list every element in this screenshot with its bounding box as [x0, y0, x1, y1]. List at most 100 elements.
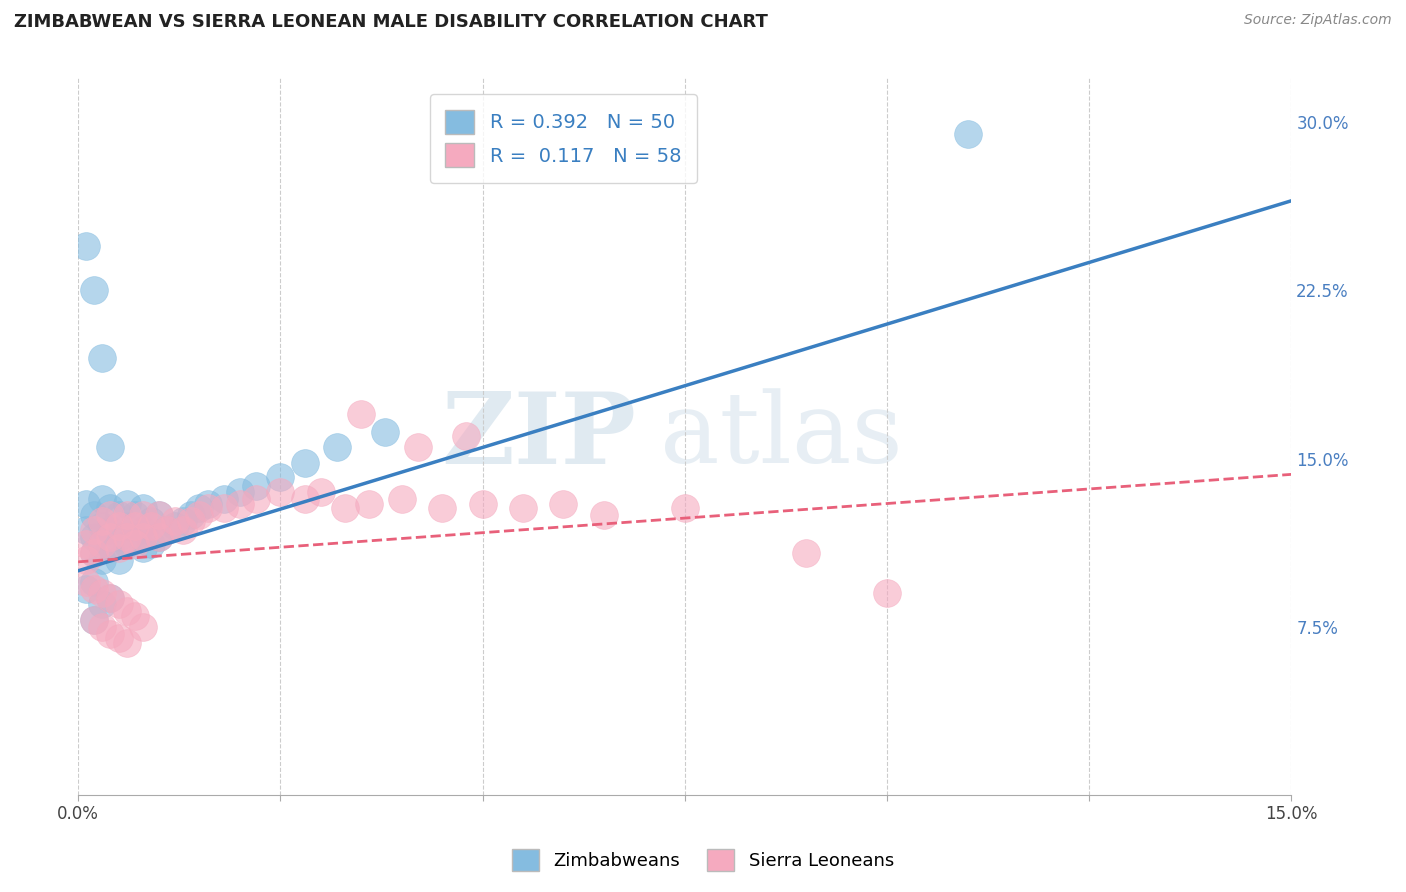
Point	[197, 501, 219, 516]
Point	[430, 501, 453, 516]
Point	[172, 524, 194, 538]
Point	[229, 485, 252, 500]
Point	[75, 574, 97, 589]
Point	[326, 441, 349, 455]
Point	[91, 519, 114, 533]
Text: atlas: atlas	[661, 388, 903, 484]
Point	[75, 537, 97, 551]
Point	[350, 407, 373, 421]
Point	[132, 508, 155, 522]
Point	[83, 284, 105, 298]
Point	[83, 574, 105, 589]
Point	[294, 491, 316, 506]
Point	[333, 501, 356, 516]
Point	[91, 586, 114, 600]
Point	[91, 537, 114, 551]
Point	[359, 496, 381, 510]
Point	[107, 598, 129, 612]
Point	[132, 530, 155, 544]
Point	[115, 604, 138, 618]
Point	[553, 496, 575, 510]
Point	[75, 582, 97, 596]
Point	[876, 586, 898, 600]
Point	[100, 530, 122, 544]
Point	[83, 524, 105, 538]
Point	[75, 238, 97, 252]
Point	[83, 546, 105, 560]
Point	[115, 537, 138, 551]
Point	[229, 496, 252, 510]
Point	[148, 508, 170, 522]
Point	[212, 491, 235, 506]
Point	[406, 441, 429, 455]
Point	[107, 631, 129, 645]
Point	[156, 524, 179, 538]
Point	[673, 501, 696, 516]
Point	[139, 515, 162, 529]
Point	[132, 620, 155, 634]
Point	[148, 530, 170, 544]
Point	[245, 491, 267, 506]
Point	[165, 519, 187, 533]
Point	[100, 626, 122, 640]
Point	[91, 537, 114, 551]
Point	[75, 496, 97, 510]
Point	[124, 608, 146, 623]
Point	[188, 508, 211, 522]
Point	[91, 515, 114, 529]
Point	[180, 515, 202, 529]
Point	[91, 620, 114, 634]
Point	[75, 524, 97, 538]
Point	[83, 546, 105, 560]
Point	[83, 530, 105, 544]
Point	[83, 613, 105, 627]
Point	[100, 508, 122, 522]
Point	[391, 491, 413, 506]
Point	[115, 530, 138, 544]
Legend: Zimbabweans, Sierra Leoneans: Zimbabweans, Sierra Leoneans	[505, 842, 901, 879]
Point	[592, 508, 614, 522]
Point	[956, 127, 979, 141]
Point	[132, 501, 155, 516]
Point	[132, 541, 155, 556]
Point	[100, 524, 122, 538]
Point	[188, 501, 211, 516]
Point	[294, 456, 316, 470]
Point	[115, 519, 138, 533]
Point	[115, 508, 138, 522]
Point	[139, 519, 162, 533]
Point	[374, 425, 396, 439]
Point	[100, 591, 122, 605]
Point	[512, 501, 534, 516]
Point	[107, 541, 129, 556]
Point	[197, 496, 219, 510]
Legend: R = 0.392   N = 50, R =  0.117   N = 58: R = 0.392 N = 50, R = 0.117 N = 58	[430, 95, 697, 183]
Point	[165, 515, 187, 529]
Point	[91, 598, 114, 612]
Point	[132, 524, 155, 538]
Point	[83, 582, 105, 596]
Text: ZIP: ZIP	[441, 388, 636, 484]
Point	[124, 530, 146, 544]
Point	[107, 552, 129, 566]
Text: ZIMBABWEAN VS SIERRA LEONEAN MALE DISABILITY CORRELATION CHART: ZIMBABWEAN VS SIERRA LEONEAN MALE DISABI…	[14, 13, 768, 31]
Point	[100, 441, 122, 455]
Point	[156, 524, 179, 538]
Text: Source: ZipAtlas.com: Source: ZipAtlas.com	[1244, 13, 1392, 28]
Point	[245, 478, 267, 492]
Point	[83, 613, 105, 627]
Point	[100, 541, 122, 556]
Point	[100, 591, 122, 605]
Point	[180, 508, 202, 522]
Point	[91, 552, 114, 566]
Point	[107, 530, 129, 544]
Point	[91, 491, 114, 506]
Point	[269, 485, 291, 500]
Point	[212, 501, 235, 516]
Point	[139, 537, 162, 551]
Point	[91, 351, 114, 365]
Point	[309, 485, 332, 500]
Point	[148, 508, 170, 522]
Point	[83, 508, 105, 522]
Point	[100, 501, 122, 516]
